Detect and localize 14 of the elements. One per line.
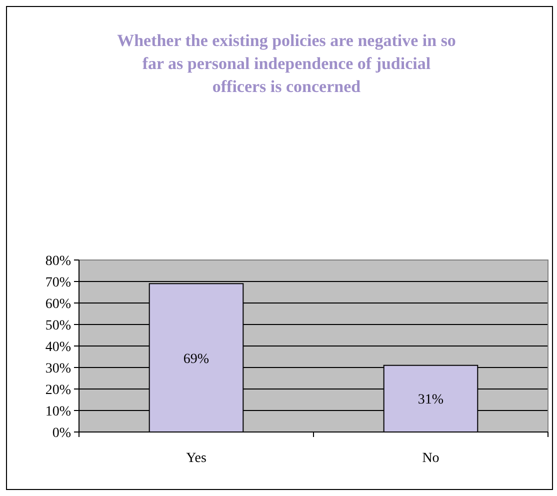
y-tick-label: 0% bbox=[52, 426, 72, 441]
y-tick-label: 80% bbox=[45, 254, 72, 269]
data-label: 31% bbox=[418, 392, 444, 408]
y-tick-label: 40% bbox=[45, 340, 72, 355]
data-label: 69% bbox=[183, 352, 210, 367]
y-tick-label: 20% bbox=[45, 383, 72, 398]
y-tick-label: 60% bbox=[45, 297, 72, 312]
x-tick-label: Yes bbox=[186, 451, 206, 466]
y-tick-label: 30% bbox=[45, 362, 72, 376]
y-tick-label: 50% bbox=[45, 318, 72, 334]
x-tick-label: No bbox=[422, 451, 440, 466]
y-tick-label: 70% bbox=[45, 276, 72, 290]
y-tick-label: 10% bbox=[45, 404, 72, 420]
chart-title: Whether the existing policies are negative in so far as personal independence of judicial officers is concerned bbox=[117, 31, 456, 96]
